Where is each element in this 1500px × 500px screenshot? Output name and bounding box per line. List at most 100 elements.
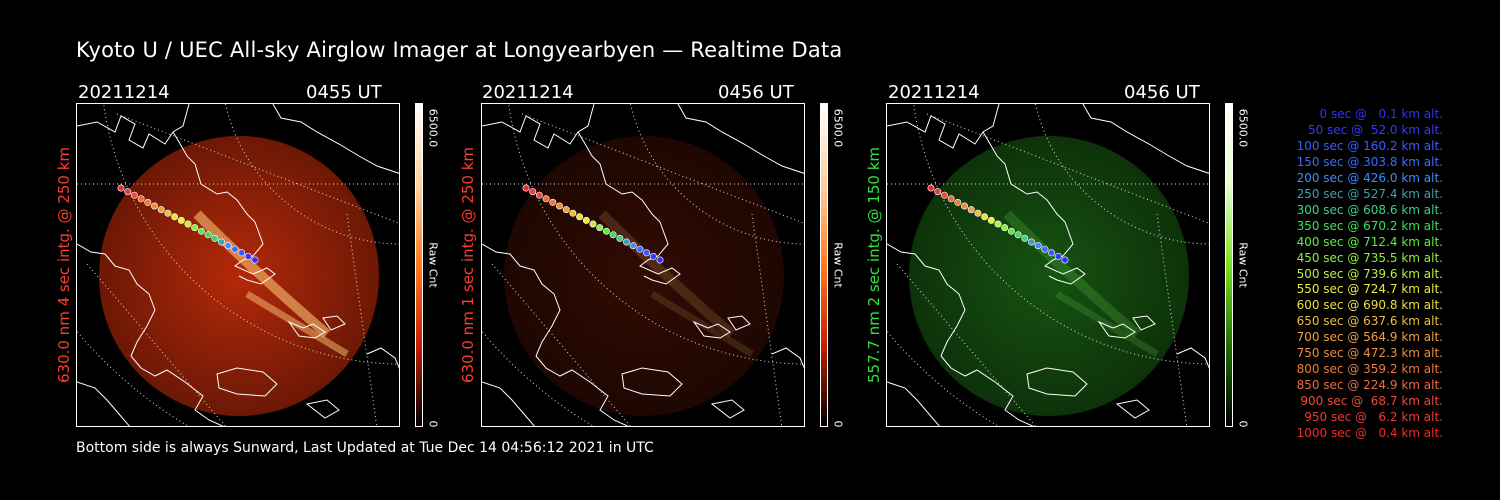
panel-3-time: 0456 UT (1124, 82, 1200, 103)
trajectory-point (1028, 238, 1036, 246)
trajectory-point (616, 234, 624, 242)
trajectory-point (224, 242, 232, 250)
panel-2-colorbar (820, 103, 828, 427)
trajectory-point (569, 209, 577, 217)
trajectory-point (556, 202, 564, 210)
panel-1-skymap (76, 103, 400, 427)
trajectory-point (542, 195, 550, 203)
trajectory-point (623, 238, 631, 246)
trajectory-point (184, 220, 192, 228)
legend-item: 0 sec @ 0.1 km alt. (1319, 107, 1444, 121)
panel-1-colorbar (415, 103, 423, 427)
coastline (577, 131, 661, 223)
grid-line (751, 213, 783, 426)
coastline (366, 347, 399, 369)
trajectory-point (137, 195, 145, 203)
legend-item: 750 sec @ 472.3 km alt. (1296, 346, 1443, 361)
trajectory-point (1014, 231, 1022, 239)
panel-1-colorbar-min: 0 (426, 420, 440, 428)
trajectory-point (164, 209, 172, 217)
legend-item: 1000 sec @ 0.4 km alt. (1296, 426, 1443, 441)
panel-2-colorbar-unit: Raw Cnt (831, 242, 845, 288)
panel-1-date: 20211214 (78, 82, 170, 103)
trajectory-point (636, 245, 644, 253)
aurora-arc (1003, 210, 1141, 338)
coastline (692, 320, 731, 339)
panel-2-skymap (481, 103, 805, 427)
coastline (482, 243, 561, 357)
panel-2-skymap-image (482, 104, 804, 426)
legend-item: 950 sec @ 6.2 km alt. (1304, 410, 1443, 425)
panel-2-side-label: 630.0 nm 1 sec intg. @ 250 km (459, 146, 477, 384)
coastline (710, 399, 745, 419)
trajectory-point (649, 252, 657, 260)
trajectory-point (961, 202, 969, 210)
trajectory-point (191, 224, 199, 232)
legend-item: 650 sec @ 637.6 km alt. (1296, 314, 1443, 329)
panel-2-time: 0456 UT (718, 82, 794, 103)
coastline (77, 243, 156, 357)
legend-item: 400 sec @ 712.4 km alt. (1296, 234, 1443, 249)
panel-3-side-label: 557.7 nm 2 sec intg. @ 150 km (865, 146, 883, 384)
legend-item: 550 sec @ 724.7 km alt. (1296, 282, 1443, 297)
coastline (1026, 367, 1088, 397)
coastline (287, 320, 326, 339)
legend-item: 800 sec @ 359.2 km alt. (1296, 362, 1443, 377)
trajectory-point (974, 209, 982, 217)
trajectory-point (940, 191, 948, 199)
coastline (535, 355, 629, 426)
coastline (887, 381, 940, 426)
trajectory-point (1034, 242, 1042, 250)
panel-3-skymap-image (887, 104, 1209, 426)
trajectory-point (596, 224, 604, 232)
trajectory-point (629, 242, 637, 250)
trajectory-point (231, 245, 239, 253)
trajectory-legend: 0 sec @ 0.1 km alt. 50 sec @ 52.0 km alt… (1245, 107, 1443, 442)
trajectory-point (535, 191, 543, 199)
trajectory-point (124, 188, 132, 196)
trajectory-point (582, 216, 590, 224)
aurora-band (650, 290, 754, 358)
trajectory-point (954, 198, 962, 206)
trajectory-point (927, 184, 935, 192)
trajectory-point (117, 184, 125, 192)
coastline (1082, 104, 1209, 174)
grid-line (346, 213, 378, 426)
coastline (322, 315, 346, 331)
panel-1-colorbar-max: 6500.0 (426, 108, 440, 148)
trajectory-point (562, 206, 570, 214)
coastline (130, 355, 224, 426)
trajectory-point (1001, 224, 1009, 232)
aurora-band (245, 290, 349, 358)
trajectory-point (211, 234, 219, 242)
panel-1-side-label: 630.0 nm 4 sec intg. @ 250 km (55, 146, 73, 384)
coastline (482, 381, 535, 426)
aurora-arc (598, 210, 736, 338)
trajectory-point (130, 191, 138, 199)
trajectory-point (1007, 227, 1015, 235)
panel-1-time: 0455 UT (306, 82, 382, 103)
legend-item: 50 sec @ 52.0 km alt. (1308, 122, 1443, 137)
trajectory-point (244, 252, 252, 260)
grid-line (926, 113, 1209, 224)
trajectory-point (522, 184, 530, 192)
trajectory-point (529, 188, 537, 196)
coastline (1132, 315, 1156, 331)
trajectory-point (549, 198, 557, 206)
trajectory-point (197, 227, 205, 235)
panel-1-skymap-image (77, 104, 399, 426)
coastline (887, 104, 1000, 149)
page-title: Kyoto U / UEC All-sky Airglow Imager at … (76, 38, 843, 62)
trajectory-point (1054, 252, 1062, 260)
coastline (272, 104, 399, 174)
legend-item: 150 sec @ 303.8 km alt. (1296, 154, 1443, 169)
legend-item: 500 sec @ 739.6 km alt. (1296, 266, 1443, 281)
legend-item: 250 sec @ 527.4 km alt. (1296, 186, 1443, 201)
legend-item: 900 sec @ 68.7 km alt. (1300, 394, 1443, 409)
legend-item: 200 sec @ 426.0 km alt. (1296, 170, 1443, 185)
legend-item: 350 sec @ 670.2 km alt. (1296, 218, 1443, 233)
coastline (621, 367, 683, 397)
panel-3-skymap (886, 103, 1210, 427)
legend-item: 850 sec @ 224.9 km alt. (1296, 378, 1443, 393)
trajectory-point (947, 195, 955, 203)
